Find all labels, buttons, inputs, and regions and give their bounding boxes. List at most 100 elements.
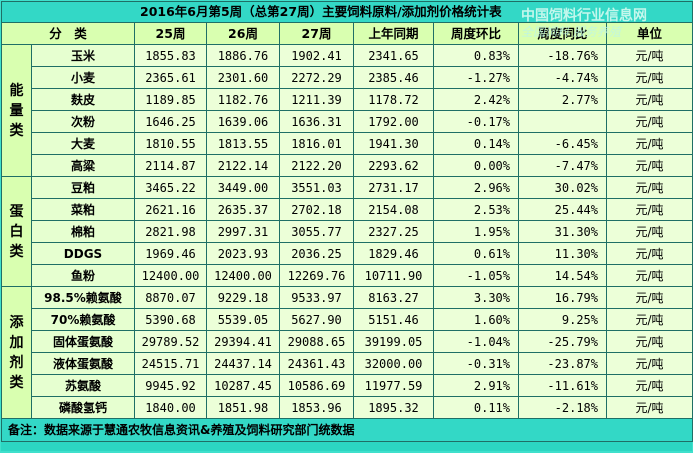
cell-unit: 元/吨 [605, 66, 693, 89]
footnote: 备注：数据来源于慧通农牧信息资讯&养殖及饲料研究部门统数据 [0, 418, 693, 442]
cell-unit: 元/吨 [605, 242, 693, 265]
cell-w26: 2122.14 [206, 154, 280, 177]
cell-w27: 1902.41 [279, 44, 354, 67]
header-category: 分 类 [1, 22, 135, 45]
cell-ly: 1178.72 [353, 88, 434, 111]
cell-name: 棉粕 [31, 220, 135, 243]
cell-ly: 32000.00 [353, 352, 434, 375]
cell-w26: 12400.00 [206, 264, 280, 287]
cell-unit: 元/吨 [605, 110, 693, 133]
cell-name: 98.5%赖氨酸 [31, 286, 135, 309]
cell-w25: 2114.87 [134, 154, 207, 177]
header-wow: 周度环比 [433, 22, 519, 45]
cell-w26: 1813.55 [206, 132, 280, 155]
cell-ly: 2385.46 [353, 66, 434, 89]
cell-w27: 1211.39 [279, 88, 354, 111]
cell-wow: 2.91% [433, 374, 519, 397]
cell-w25: 2365.61 [134, 66, 207, 89]
cell-unit: 元/吨 [605, 44, 693, 67]
cell-unit: 元/吨 [605, 352, 693, 375]
cell-ly: 39199.05 [353, 330, 434, 353]
cell-w27: 3055.77 [279, 220, 354, 243]
cell-w27: 2122.20 [279, 154, 354, 177]
cell-wow: 0.00% [433, 154, 519, 177]
cell-w25: 1189.85 [134, 88, 207, 111]
watermark-text: 中国饲料行业信息网 [521, 8, 647, 24]
cell-name: 麸皮 [31, 88, 135, 111]
cell-ly: 2327.25 [353, 220, 434, 243]
cell-unit: 元/吨 [605, 330, 693, 353]
cell-ly: 2341.65 [353, 44, 434, 67]
cell-yoy: 11.30% [518, 242, 607, 265]
cell-yoy: -7.47% [518, 154, 607, 177]
cell-w25: 1810.55 [134, 132, 207, 155]
cell-yoy: 30.02% [518, 176, 607, 199]
cell-w26: 29394.41 [206, 330, 280, 353]
table-row: 高粱 2114.87 2122.14 2122.20 2293.62 0.00% -7.47… [2, 154, 693, 177]
header-row: 分 类 25周 26周 27周 上年同期 周度环比 周度同比 单位 [1, 22, 693, 45]
cell-yoy: 25.44% [518, 198, 607, 221]
category-protein: 蛋白类 [1, 176, 32, 287]
cell-w25: 1646.25 [134, 110, 207, 133]
cell-w25: 9945.92 [134, 374, 207, 397]
cell-w26: 2997.31 [206, 220, 280, 243]
cell-yoy: 14.54% [518, 264, 607, 287]
cell-w25: 8870.07 [134, 286, 207, 309]
cell-ly: 5151.46 [353, 308, 434, 331]
cell-w25: 1840.00 [134, 396, 207, 419]
cell-ly: 1895.32 [353, 396, 434, 419]
cell-yoy: 16.79% [518, 286, 607, 309]
cell-wow: 2.53% [433, 198, 519, 221]
cell-unit: 元/吨 [605, 154, 693, 177]
cell-name: 鱼粉 [31, 264, 135, 287]
cell-yoy: -23.87% [518, 352, 607, 375]
cell-w26: 2635.37 [206, 198, 280, 221]
header-last-year: 上年同期 [353, 22, 434, 45]
cell-ly: 1792.00 [353, 110, 434, 133]
table-row: DDGS 1969.46 2023.93 2036.25 1829.46 0.61% 11.… [2, 242, 693, 265]
cell-wow: 0.14% [433, 132, 519, 155]
cell-ly: 8163.27 [353, 286, 434, 309]
table-row: 大麦 1810.55 1813.55 1816.01 1941.30 0.14% -6.45… [2, 132, 693, 155]
cell-w25: 3465.22 [134, 176, 207, 199]
table-row: 棉粕 2821.98 2997.31 3055.77 2327.25 1.95% 31.30… [2, 220, 693, 243]
cell-name: 菜粕 [31, 198, 135, 221]
cell-w26: 2023.93 [206, 242, 280, 265]
cell-name: 固体蛋氨酸 [31, 330, 135, 353]
cell-unit: 元/吨 [605, 198, 693, 221]
cell-w26: 10287.45 [206, 374, 280, 397]
header-week26: 26周 [206, 22, 280, 45]
cell-yoy: -6.45% [518, 132, 607, 155]
cell-ly: 11977.59 [353, 374, 434, 397]
cell-w26: 2301.60 [206, 66, 280, 89]
cell-wow: -1.27% [433, 66, 519, 89]
cell-ly: 10711.90 [353, 264, 434, 287]
cell-w26: 24437.14 [206, 352, 280, 375]
cell-wow: 2.42% [433, 88, 519, 111]
table-row: 70%赖氨酸 5390.68 5539.05 5627.90 5151.46 1.60% 9… [2, 308, 693, 331]
cell-unit: 元/吨 [605, 308, 693, 331]
cell-yoy: -2.18% [518, 396, 607, 419]
table-row: 添加剂类 98.5%赖氨酸 8870.07 9229.18 9533.97 8163.27… [1, 286, 693, 419]
header-unit: 单位 [605, 22, 693, 45]
cell-w25: 29789.52 [134, 330, 207, 353]
cell-w27: 12269.76 [279, 264, 354, 287]
cell-yoy [518, 110, 607, 133]
cell-yoy: 2.77% [518, 88, 607, 111]
table-row: 菜粕 2621.16 2635.37 2702.18 2154.08 2.53% 25.44… [2, 198, 693, 221]
cell-ly: 2293.62 [353, 154, 434, 177]
cell-unit: 元/吨 [605, 176, 693, 199]
cell-wow: -0.17% [433, 110, 519, 133]
cell-w27: 3551.03 [279, 176, 354, 199]
cell-ly: 2731.17 [353, 176, 434, 199]
cell-unit: 元/吨 [605, 88, 693, 111]
cell-wow: 1.60% [433, 308, 519, 331]
cell-name: 大麦 [31, 132, 135, 155]
table-title: 2016年6月第5周（总第27周）主要饲料原料/添加剂价格统计表 [0, 1, 693, 23]
cell-w27: 29088.65 [279, 330, 354, 353]
cell-yoy: -4.74% [518, 66, 607, 89]
cell-yoy: 9.25% [518, 308, 607, 331]
cell-w25: 5390.68 [134, 308, 207, 331]
table-row: 固体蛋氨酸 29789.52 29394.41 29088.65 39199.05 -1.… [2, 330, 693, 353]
